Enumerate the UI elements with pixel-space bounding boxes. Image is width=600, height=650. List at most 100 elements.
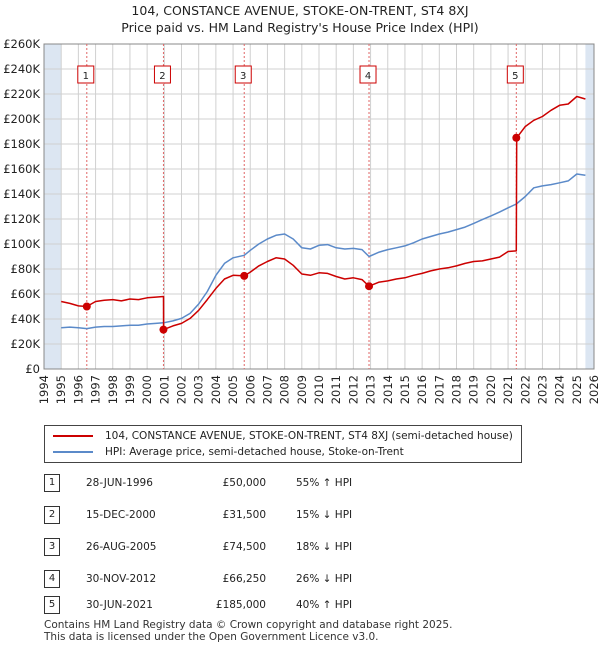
transaction-date: 15-DEC-2000 xyxy=(86,509,156,521)
transaction-date: 30-JUN-2021 xyxy=(86,599,153,611)
x-tick-label: 1999 xyxy=(123,375,137,404)
transaction-price: £50,000 xyxy=(222,477,266,489)
x-tick-label: 1995 xyxy=(54,375,68,404)
transaction-number: 2 xyxy=(44,506,60,524)
x-tick-label: 1998 xyxy=(106,375,120,404)
sale-marker-label: 4 xyxy=(365,71,371,82)
transaction-price: £31,500 xyxy=(222,509,266,521)
transaction-hpi: 55% ↑ HPI xyxy=(296,477,353,489)
sale-marker-label: 3 xyxy=(240,71,246,82)
x-tick-label: 2026 xyxy=(587,375,600,404)
sale-marker-label: 2 xyxy=(159,71,165,82)
x-tick-label: 2005 xyxy=(226,375,240,404)
hpi-line xyxy=(61,173,586,330)
x-tick-label: 2018 xyxy=(450,375,464,404)
x-tick-label: 2023 xyxy=(535,375,549,404)
x-tick-label: 2003 xyxy=(192,375,206,404)
sale-marker-label: 5 xyxy=(512,71,518,82)
x-tick-label: 2007 xyxy=(260,375,274,404)
x-tick-label: 2011 xyxy=(329,375,343,404)
y-tick-label: £200K xyxy=(3,112,40,126)
transaction-date: 28-JUN-1996 xyxy=(86,477,153,489)
sale-marker-box xyxy=(359,65,377,84)
x-tick-label: 1994 xyxy=(37,375,51,404)
transaction-hpi: 26% ↓ HPI xyxy=(296,573,353,585)
legend-property: 104, CONSTANCE AVENUE, STOKE-ON-TRENT, S… xyxy=(53,428,513,444)
chart-subtitle: Price paid vs. HM Land Registry's House … xyxy=(121,20,479,35)
x-tick-label: 2022 xyxy=(518,375,532,404)
x-tick-label: 2001 xyxy=(157,375,171,404)
transaction-number: 3 xyxy=(44,538,60,556)
transaction-date: 30-NOV-2012 xyxy=(86,573,157,585)
x-tick-label: 2016 xyxy=(415,375,429,404)
footer-licence: This data is licensed under the Open Gov… xyxy=(44,631,379,643)
x-tick-label: 2021 xyxy=(501,375,515,404)
x-tick-label: 2024 xyxy=(553,375,567,404)
sale-point xyxy=(240,271,249,280)
sale-point xyxy=(512,133,521,142)
shaded-range xyxy=(585,44,594,369)
x-tick-label: 2017 xyxy=(432,375,446,404)
footer-copyright: Contains HM Land Registry data © Crown c… xyxy=(44,619,453,631)
sale-marker-box xyxy=(234,65,252,84)
transaction-number: 5 xyxy=(44,596,60,614)
y-tick-label: £220K xyxy=(3,87,40,101)
y-tick-label: £160K xyxy=(3,162,40,176)
x-tick-label: 2006 xyxy=(243,375,257,404)
transaction-price: £185,000 xyxy=(215,599,266,611)
legend-property-swatch xyxy=(53,435,93,437)
transaction-price: £66,250 xyxy=(222,573,266,585)
x-tick-label: 2020 xyxy=(484,375,498,404)
property-price-line xyxy=(61,95,586,331)
x-tick-label: 2008 xyxy=(278,375,292,404)
y-tick-label: £80K xyxy=(11,262,41,276)
transaction-hpi: 40% ↑ HPI xyxy=(296,599,353,611)
sale-marker-label: 1 xyxy=(83,71,89,82)
y-tick-label: £180K xyxy=(3,137,40,151)
x-tick-label: 2019 xyxy=(467,375,481,404)
x-tick-label: 1996 xyxy=(71,375,85,404)
legend-hpi-swatch xyxy=(53,451,93,453)
sale-marker-box xyxy=(77,65,95,84)
transaction-number: 1 xyxy=(44,474,60,492)
sale-point xyxy=(365,282,374,291)
x-tick-label: 1997 xyxy=(89,375,103,404)
transaction-hpi: 18% ↓ HPI xyxy=(296,541,353,553)
x-tick-label: 2014 xyxy=(381,375,395,404)
footer: Contains HM Land Registry data © Crown c… xyxy=(44,619,452,643)
legend: 104, CONSTANCE AVENUE, STOKE-ON-TRENT, S… xyxy=(44,425,522,463)
legend-property-label: 104, CONSTANCE AVENUE, STOKE-ON-TRENT, S… xyxy=(105,430,513,442)
y-tick-label: £140K xyxy=(3,187,40,201)
sale-marker-box xyxy=(153,65,171,84)
transaction-price: £74,500 xyxy=(222,541,266,553)
transaction-date: 26-AUG-2005 xyxy=(86,541,157,553)
x-tick-label: 2004 xyxy=(209,375,223,404)
shaded-range xyxy=(44,44,62,369)
y-tick-label: £120K xyxy=(3,212,40,226)
plot-frame xyxy=(43,43,595,370)
y-tick-label: £20K xyxy=(11,337,41,351)
sale-point xyxy=(82,302,91,311)
transaction-hpi: 15% ↓ HPI xyxy=(296,509,353,521)
y-tick-label: £40K xyxy=(11,312,41,326)
x-tick-label: 2010 xyxy=(312,375,326,404)
x-tick-label: 2015 xyxy=(398,375,412,404)
x-tick-label: 2000 xyxy=(140,375,154,404)
x-tick-label: 2002 xyxy=(175,375,189,404)
transaction-number: 4 xyxy=(44,570,60,588)
y-tick-label: £60K xyxy=(11,287,41,301)
x-tick-label: 2013 xyxy=(364,375,378,404)
x-tick-label: 2012 xyxy=(346,375,360,404)
sale-point xyxy=(159,325,168,334)
x-tick-label: 2025 xyxy=(570,375,584,404)
legend-hpi: HPI: Average price, semi-detached house,… xyxy=(53,444,404,460)
legend-hpi-label: HPI: Average price, semi-detached house,… xyxy=(105,446,404,458)
y-tick-label: £260K xyxy=(3,37,40,51)
chart-title: 104, CONSTANCE AVENUE, STOKE-ON-TRENT, S… xyxy=(131,3,469,18)
sale-marker-box xyxy=(506,65,524,84)
y-tick-label: £100K xyxy=(3,237,40,251)
x-tick-label: 2009 xyxy=(295,375,309,404)
price-chart: £0 £20K £40K £60K £80K £100K £120K £140K £160K £1… xyxy=(3,37,600,404)
y-tick-label: £240K xyxy=(3,62,40,76)
y-tick-label: £0 xyxy=(25,362,40,376)
